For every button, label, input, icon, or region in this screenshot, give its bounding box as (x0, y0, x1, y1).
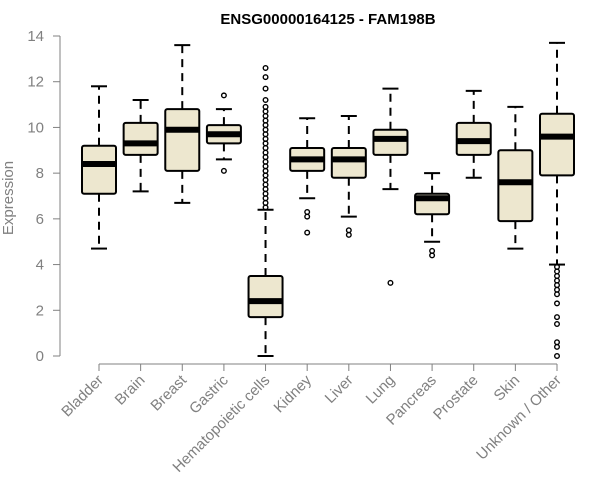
y-tick-label: 8 (36, 165, 44, 182)
box-lung (372, 87, 409, 286)
iqr-box (81, 144, 117, 195)
iqr-box (122, 121, 159, 156)
y-axis: 0 2 4 6 8 10 12 14 (27, 28, 61, 365)
outlier-point (554, 300, 561, 307)
outlier-point (554, 343, 561, 350)
outlier-point (262, 85, 269, 92)
outlier-point (262, 64, 269, 71)
chart-title: ENSG00000164125 - FAM198B (220, 11, 435, 28)
x-tick-label: Skin (491, 372, 524, 405)
box-unknown-other (539, 41, 575, 360)
y-tick-label: 14 (27, 28, 44, 45)
outlier-point (387, 279, 394, 286)
iqr-box (372, 128, 409, 156)
x-tick-label: Brain (112, 372, 149, 409)
box-skin (497, 105, 534, 250)
outlier-point (262, 96, 269, 103)
iqr-box (330, 147, 367, 179)
outlier-point (554, 291, 561, 298)
x-tick-label: Kidney (271, 371, 316, 416)
box-pancreas (414, 172, 451, 259)
y-tick-label: 6 (36, 211, 44, 228)
y-axis-title: Expression (0, 161, 17, 235)
x-tick-label: Prostate (430, 372, 482, 424)
outlier-point (220, 92, 227, 99)
outlier-point (345, 231, 352, 238)
outlier-point (304, 229, 311, 236)
iqr-box (497, 149, 534, 223)
y-tick-label: 12 (27, 74, 44, 91)
box-prostate (455, 89, 492, 179)
outlier-point (554, 321, 561, 328)
box-kidney (289, 117, 326, 236)
outlier-point (554, 314, 561, 321)
y-tick-label: 2 (36, 302, 44, 319)
outlier-point (554, 353, 561, 360)
y-tick-label: 0 (36, 348, 44, 365)
box-liver (330, 115, 367, 238)
boxes (81, 41, 575, 360)
box-hematopoietic-cells (247, 64, 284, 357)
y-tick-label: 4 (36, 257, 44, 274)
box-gastric (205, 92, 242, 174)
box-brain (122, 99, 159, 193)
box-bladder (81, 85, 117, 250)
x-tick-label: Bladder (58, 372, 107, 421)
x-tick-label: Lung (363, 372, 399, 408)
x-tick-label: Liver (322, 372, 357, 407)
iqr-box (539, 112, 575, 177)
outlier-point (429, 252, 436, 259)
iqr-box (247, 275, 284, 319)
iqr-box (164, 108, 201, 172)
y-tick-label: 10 (27, 119, 44, 136)
x-tick-label: Breast (147, 371, 190, 414)
outlier-point (304, 213, 311, 220)
outlier-point (220, 167, 227, 174)
outlier-point (262, 74, 269, 81)
outlier-point (262, 204, 269, 211)
box-breast (164, 44, 201, 204)
